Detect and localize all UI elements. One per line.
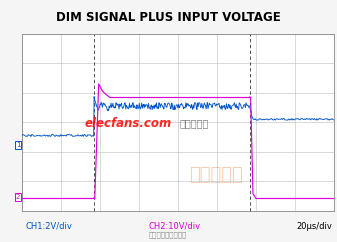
Text: elecfans.com: elecfans.com — [84, 117, 172, 130]
Text: 1: 1 — [16, 142, 20, 148]
Text: 20μs/div: 20μs/div — [296, 222, 332, 231]
Text: 射频和天线设计专家: 射频和天线设计专家 — [148, 231, 187, 238]
Text: 2: 2 — [16, 194, 20, 200]
Text: CH2:10V/div: CH2:10V/div — [148, 222, 201, 231]
Text: CH1:2V/div: CH1:2V/div — [25, 222, 72, 231]
Text: 易迪拓培训: 易迪拓培训 — [189, 166, 243, 184]
Text: DIM SIGNAL PLUS INPUT VOLTAGE: DIM SIGNAL PLUS INPUT VOLTAGE — [56, 11, 281, 24]
Text: 电子发烧友: 电子发烧友 — [180, 119, 209, 129]
